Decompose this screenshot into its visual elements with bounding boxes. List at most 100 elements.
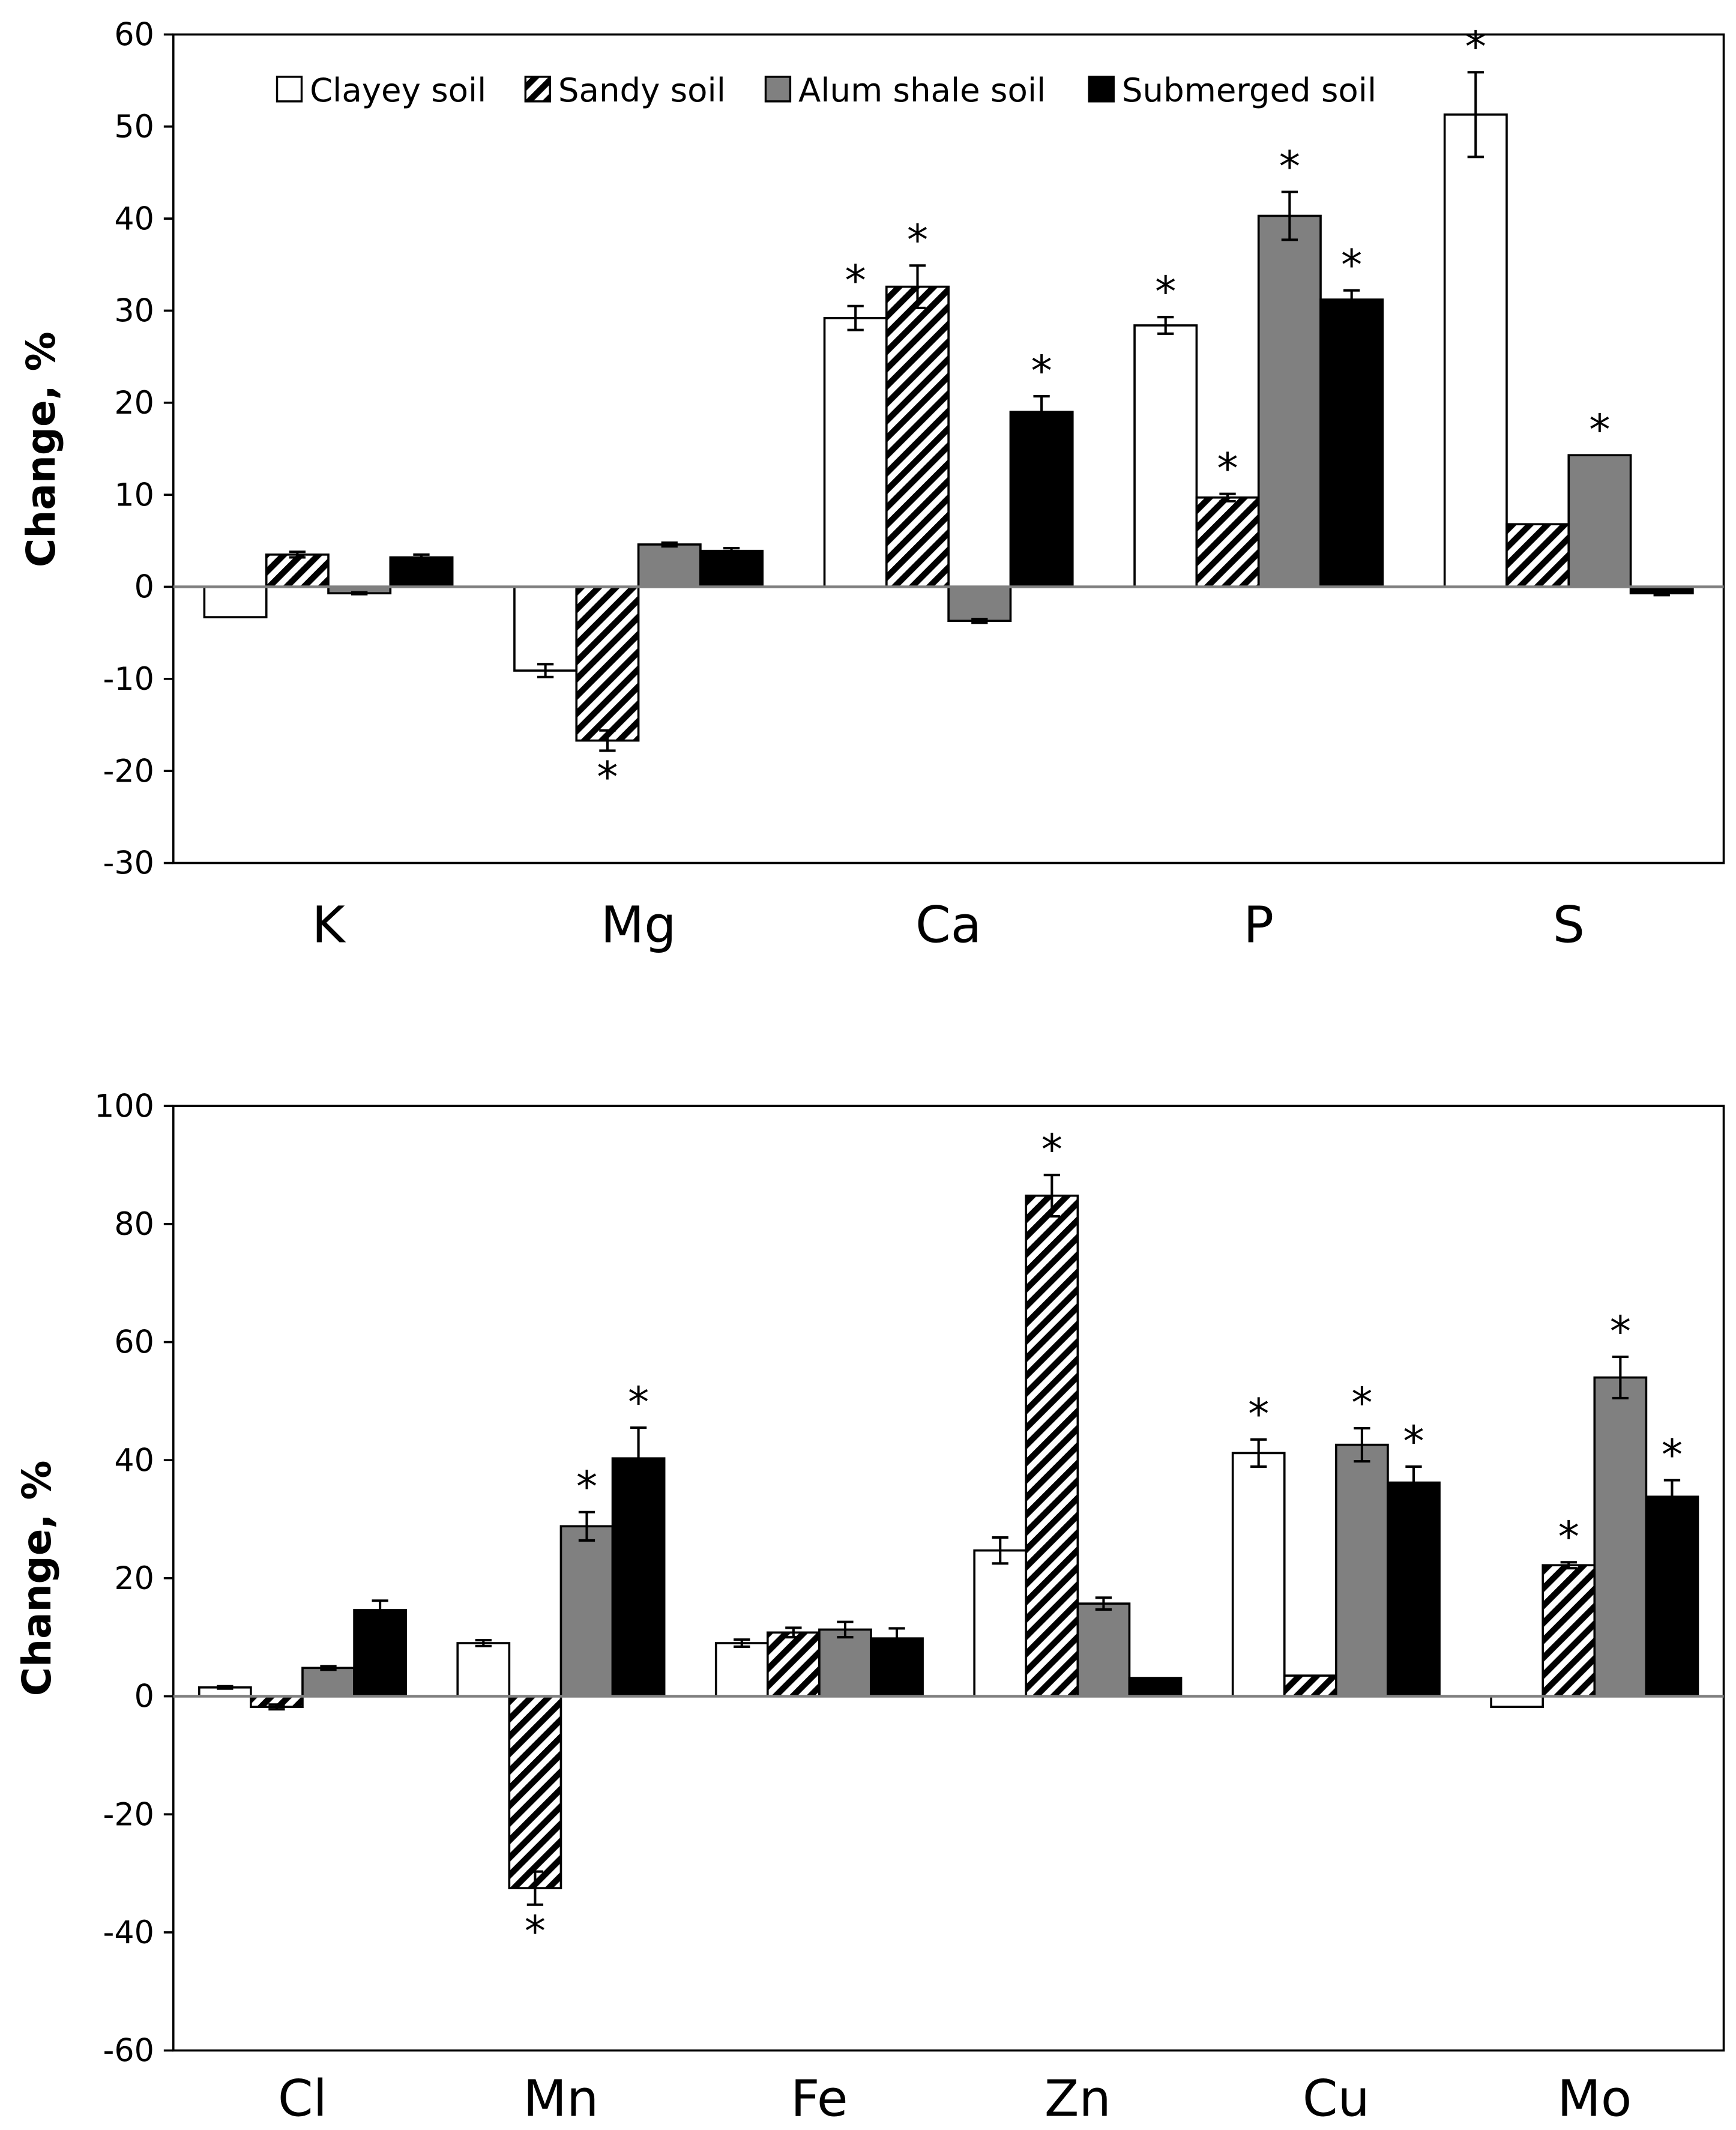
significance-asterisk: *: [1351, 1378, 1372, 1428]
y-axis-label: Change, %: [18, 331, 64, 567]
category-label-ca: Ca: [915, 895, 981, 954]
category-label-mo: Mo: [1557, 2069, 1632, 2128]
category-label-mn: Mn: [523, 2069, 598, 2128]
y-tick-label: 80: [114, 1206, 154, 1243]
significance-asterisk: *: [1465, 22, 1486, 71]
bar-sandy-soil-cu: [1283, 1674, 1337, 1698]
bar-sandy-soil-p: [1195, 496, 1260, 588]
category-label-zn: Zn: [1044, 2069, 1111, 2128]
significance-asterisk: *: [1341, 241, 1362, 290]
bar-alum-shale-soil-ca: [947, 585, 1012, 623]
bar-submerged-soil-cl: [353, 1609, 407, 1698]
bar-submerged-soil-cu: [1387, 1481, 1441, 1698]
bar-alum-shale-soil-cu: [1335, 1443, 1389, 1698]
significance-asterisk: *: [628, 1378, 649, 1427]
y-tick-label: -20: [103, 1796, 154, 1833]
y-tick-label: 60: [114, 17, 154, 53]
bar-clayey-soil-cu: [1231, 1452, 1286, 1698]
y-tick-label: 40: [114, 1442, 154, 1479]
legend-label-clayey-soil: Clayey soil: [310, 71, 486, 109]
bar-sandy-soil-ca: [885, 285, 950, 588]
significance-asterisk: *: [525, 1907, 546, 1956]
bar-sandy-soil-s: [1505, 523, 1570, 588]
y-tick-label: 20: [114, 385, 154, 421]
y-tick-label: 60: [114, 1324, 154, 1361]
bar-submerged-soil-mo: [1645, 1495, 1699, 1698]
plot-area-frame: [172, 33, 1725, 864]
bar-sandy-soil-mg: [575, 585, 640, 742]
bar-clayey-soil-k: [203, 585, 268, 618]
bars: * * * * * * * * * *: [197, 1125, 1699, 1956]
bar-submerged-soil-mg: [699, 549, 764, 588]
significance-asterisk: *: [1610, 1307, 1631, 1356]
legend-swatch-sandy-soil: [524, 76, 551, 103]
category-label-cl: Cl: [278, 2069, 327, 2128]
bars: * * * * * * * * * *: [203, 22, 1694, 802]
bar-alum-shale-soil-p: [1257, 214, 1322, 588]
significance-asterisk: *: [907, 216, 928, 265]
y-tick-label: 0: [134, 569, 154, 606]
category-label-cu: Cu: [1303, 2069, 1370, 2128]
significance-asterisk: *: [845, 256, 866, 306]
significance-asterisk: *: [1248, 1390, 1269, 1439]
category-label-k: K: [312, 895, 346, 954]
y-tick-label: 30: [114, 293, 154, 330]
bar-clayey-soil-mo: [1490, 1695, 1545, 1709]
significance-asterisk: *: [1662, 1430, 1683, 1479]
significance-asterisk: *: [1279, 142, 1300, 191]
bar-clayey-soil-fe: [714, 1642, 769, 1698]
legend-label-submerged-soil: Submerged soil: [1122, 71, 1376, 109]
bar-clayey-soil-ca: [823, 316, 888, 588]
legend-label-alum-shale-soil: Alum shale soil: [798, 71, 1046, 109]
category-label-p: P: [1243, 895, 1274, 954]
bar-alum-shale-soil-fe: [818, 1628, 872, 1698]
category-label-fe: Fe: [791, 2069, 848, 2128]
legend-label-sandy-soil: Sandy soil: [558, 71, 726, 109]
legend: Clayey soil Sandy soil Alum shale soil Subm…: [276, 71, 1376, 109]
bar-clayey-soil-mn: [456, 1642, 511, 1698]
y-tick-label: -30: [103, 845, 154, 882]
y-tick-labels: -30 -20 -10 0 10 20 30 40 50 60: [103, 17, 173, 882]
bar-clayey-soil-mg: [513, 585, 578, 672]
bar-submerged-soil-zn: [1128, 1677, 1183, 1698]
legend-swatch-clayey-soil: [276, 76, 303, 103]
significance-asterisk: *: [597, 753, 618, 802]
significance-asterisk: *: [1041, 1125, 1062, 1174]
significance-asterisk: *: [576, 1462, 597, 1512]
bar-sandy-soil-zn: [1025, 1194, 1079, 1698]
y-tick-label: -40: [103, 1914, 154, 1951]
bar-sandy-soil-mo: [1542, 1564, 1596, 1698]
legend-swatch-submerged-soil: [1088, 76, 1115, 103]
category-labels: Cl Mn Fe Zn Cu Mo: [278, 2069, 1632, 2128]
y-tick-label: -20: [103, 753, 154, 789]
y-tick-label: -10: [103, 661, 154, 698]
significance-asterisk: *: [1589, 405, 1610, 454]
bar-alum-shale-soil-mo: [1593, 1376, 1648, 1698]
bar-submerged-soil-k: [389, 556, 454, 588]
bar-alum-shale-soil-mn: [559, 1525, 614, 1698]
y-tick-labels: -60 -40 -20 0 20 40 60 80 100: [94, 1088, 173, 2069]
y-tick-label: 100: [94, 1088, 154, 1124]
bar-alum-shale-soil-mg: [637, 543, 702, 588]
y-tick-label: 40: [114, 201, 154, 237]
significance-asterisk: *: [1558, 1512, 1579, 1561]
significance-asterisk: *: [1403, 1417, 1424, 1466]
bar-sandy-soil-fe: [766, 1631, 821, 1698]
bar-sandy-soil-k: [265, 553, 330, 588]
bar-clayey-soil-zn: [973, 1549, 1028, 1698]
significance-asterisk: *: [1031, 346, 1052, 396]
legend-swatch-alum-shale-soil: [764, 76, 792, 103]
category-labels: K Mg Ca P S: [312, 895, 1585, 954]
significance-asterisk: *: [1155, 267, 1176, 316]
bar-submerged-soil-p: [1319, 298, 1384, 588]
plot-area-frame: [172, 1105, 1725, 2052]
bar-clayey-soil-s: [1443, 113, 1508, 588]
y-tick-label: 20: [114, 1560, 154, 1597]
category-label-mg: Mg: [601, 895, 677, 954]
bar-sandy-soil-mn: [508, 1695, 562, 1889]
bar-clayey-soil-p: [1133, 324, 1198, 588]
bar-alum-shale-soil-zn: [1076, 1602, 1131, 1698]
y-axis-label: Change, %: [14, 1461, 60, 1697]
